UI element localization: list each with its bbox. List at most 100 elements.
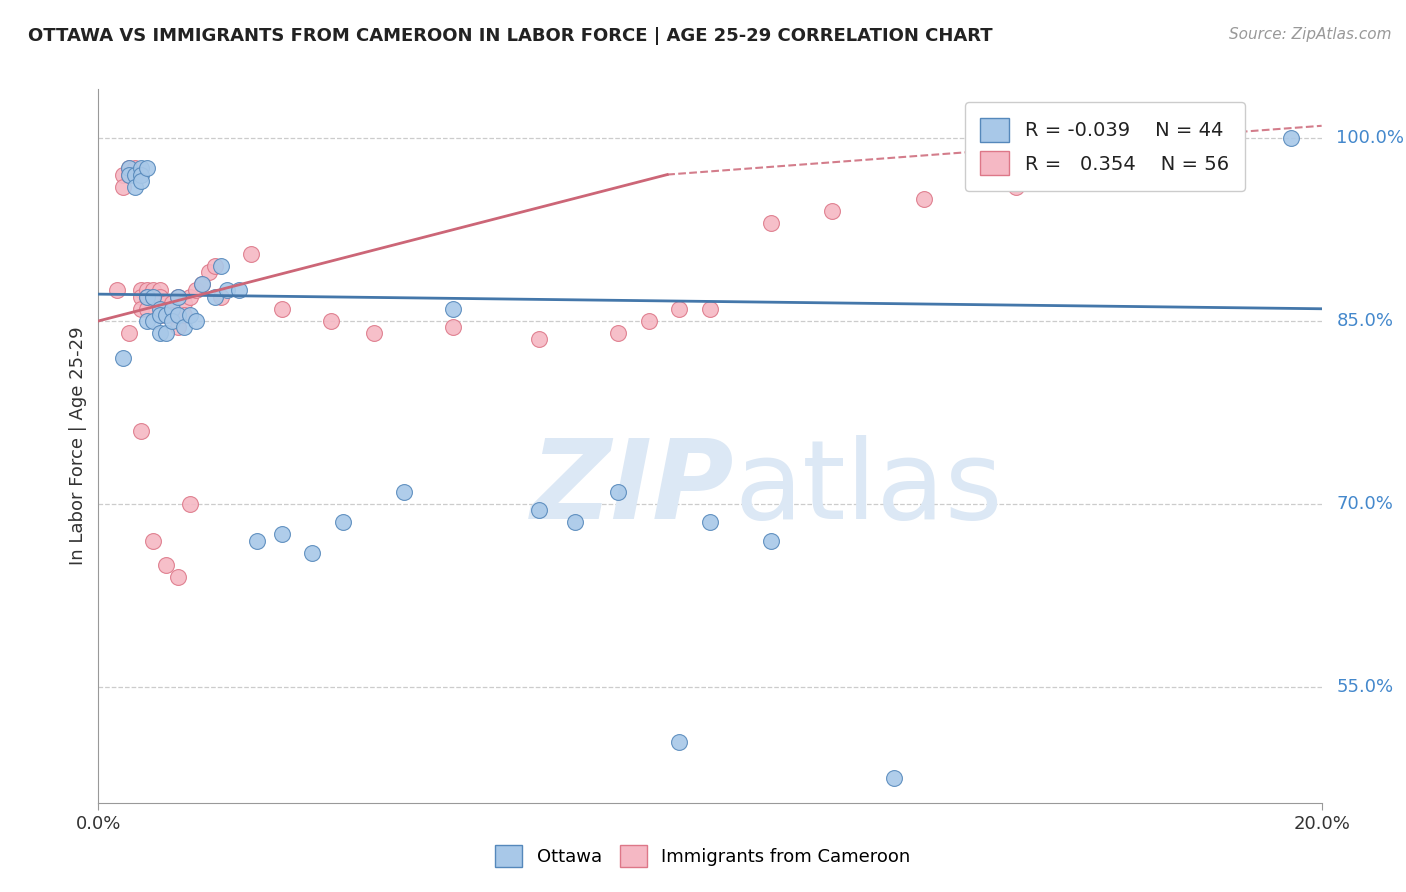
- Point: [228, 284, 250, 298]
- Point: [215, 284, 238, 298]
- Point: [564, 515, 586, 529]
- Point: [209, 289, 232, 303]
- Y-axis label: In Labor Force | Age 25-29: In Labor Force | Age 25-29: [69, 326, 87, 566]
- Point: [668, 735, 690, 749]
- Point: [637, 314, 661, 328]
- Point: [149, 284, 172, 298]
- Text: atlas: atlas: [734, 435, 1002, 542]
- Point: [607, 326, 630, 341]
- Point: [142, 533, 165, 548]
- Point: [607, 484, 630, 499]
- Point: [149, 326, 172, 341]
- Point: [301, 546, 323, 560]
- Point: [167, 320, 190, 334]
- Point: [124, 168, 146, 182]
- Point: [118, 168, 141, 182]
- Point: [392, 484, 416, 499]
- Point: [167, 289, 190, 303]
- Point: [142, 314, 165, 328]
- Point: [527, 332, 550, 346]
- Point: [167, 289, 190, 303]
- Point: [204, 289, 226, 303]
- Point: [668, 301, 690, 316]
- Point: [759, 216, 782, 230]
- Point: [129, 168, 152, 182]
- Point: [155, 295, 177, 310]
- Point: [179, 497, 201, 511]
- Point: [1219, 161, 1241, 176]
- Point: [149, 289, 172, 303]
- Point: [209, 259, 232, 273]
- Point: [149, 308, 172, 322]
- Text: 100.0%: 100.0%: [1336, 129, 1405, 147]
- Point: [1128, 168, 1150, 182]
- Point: [111, 179, 134, 194]
- Point: [118, 161, 141, 176]
- Point: [270, 527, 292, 541]
- Point: [129, 424, 152, 438]
- Point: [1279, 131, 1302, 145]
- Text: Source: ZipAtlas.com: Source: ZipAtlas.com: [1229, 27, 1392, 42]
- Text: ZIP: ZIP: [531, 435, 734, 542]
- Point: [332, 515, 354, 529]
- Point: [1066, 174, 1088, 188]
- Point: [699, 515, 721, 529]
- Point: [160, 308, 183, 322]
- Point: [160, 295, 183, 310]
- Point: [441, 320, 464, 334]
- Point: [160, 301, 183, 316]
- Point: [155, 308, 177, 322]
- Point: [167, 308, 190, 322]
- Point: [191, 277, 214, 292]
- Point: [527, 503, 550, 517]
- Point: [142, 284, 165, 298]
- Point: [129, 289, 152, 303]
- Point: [883, 772, 905, 786]
- Point: [105, 284, 128, 298]
- Point: [118, 161, 141, 176]
- Point: [197, 265, 219, 279]
- Point: [186, 284, 208, 298]
- Point: [173, 308, 195, 322]
- Point: [136, 289, 159, 303]
- Point: [136, 301, 159, 316]
- Point: [191, 277, 214, 292]
- Point: [179, 289, 201, 303]
- Point: [155, 326, 177, 341]
- Point: [129, 301, 152, 316]
- Point: [149, 301, 172, 316]
- Point: [186, 314, 208, 328]
- Point: [270, 301, 292, 316]
- Point: [204, 259, 226, 273]
- Point: [136, 284, 159, 298]
- Point: [160, 314, 183, 328]
- Point: [821, 204, 844, 219]
- Text: OTTAWA VS IMMIGRANTS FROM CAMEROON IN LABOR FORCE | AGE 25-29 CORRELATION CHART: OTTAWA VS IMMIGRANTS FROM CAMEROON IN LA…: [28, 27, 993, 45]
- Point: [124, 179, 146, 194]
- Text: 55.0%: 55.0%: [1336, 678, 1393, 696]
- Point: [142, 289, 165, 303]
- Point: [441, 301, 464, 316]
- Point: [129, 161, 152, 176]
- Point: [111, 168, 134, 182]
- Point: [179, 308, 201, 322]
- Point: [136, 314, 159, 328]
- Point: [129, 174, 152, 188]
- Point: [240, 247, 263, 261]
- Text: 70.0%: 70.0%: [1336, 495, 1393, 513]
- Point: [699, 301, 721, 316]
- Text: 85.0%: 85.0%: [1336, 312, 1393, 330]
- Point: [167, 308, 190, 322]
- Legend: Ottawa, Immigrants from Cameroon: Ottawa, Immigrants from Cameroon: [488, 838, 918, 874]
- Point: [759, 533, 782, 548]
- Point: [142, 289, 165, 303]
- Point: [167, 570, 190, 584]
- Point: [912, 192, 935, 206]
- Point: [149, 308, 172, 322]
- Point: [173, 320, 195, 334]
- Point: [155, 558, 177, 572]
- Point: [129, 284, 152, 298]
- Point: [173, 295, 195, 310]
- Point: [363, 326, 385, 341]
- Point: [124, 168, 146, 182]
